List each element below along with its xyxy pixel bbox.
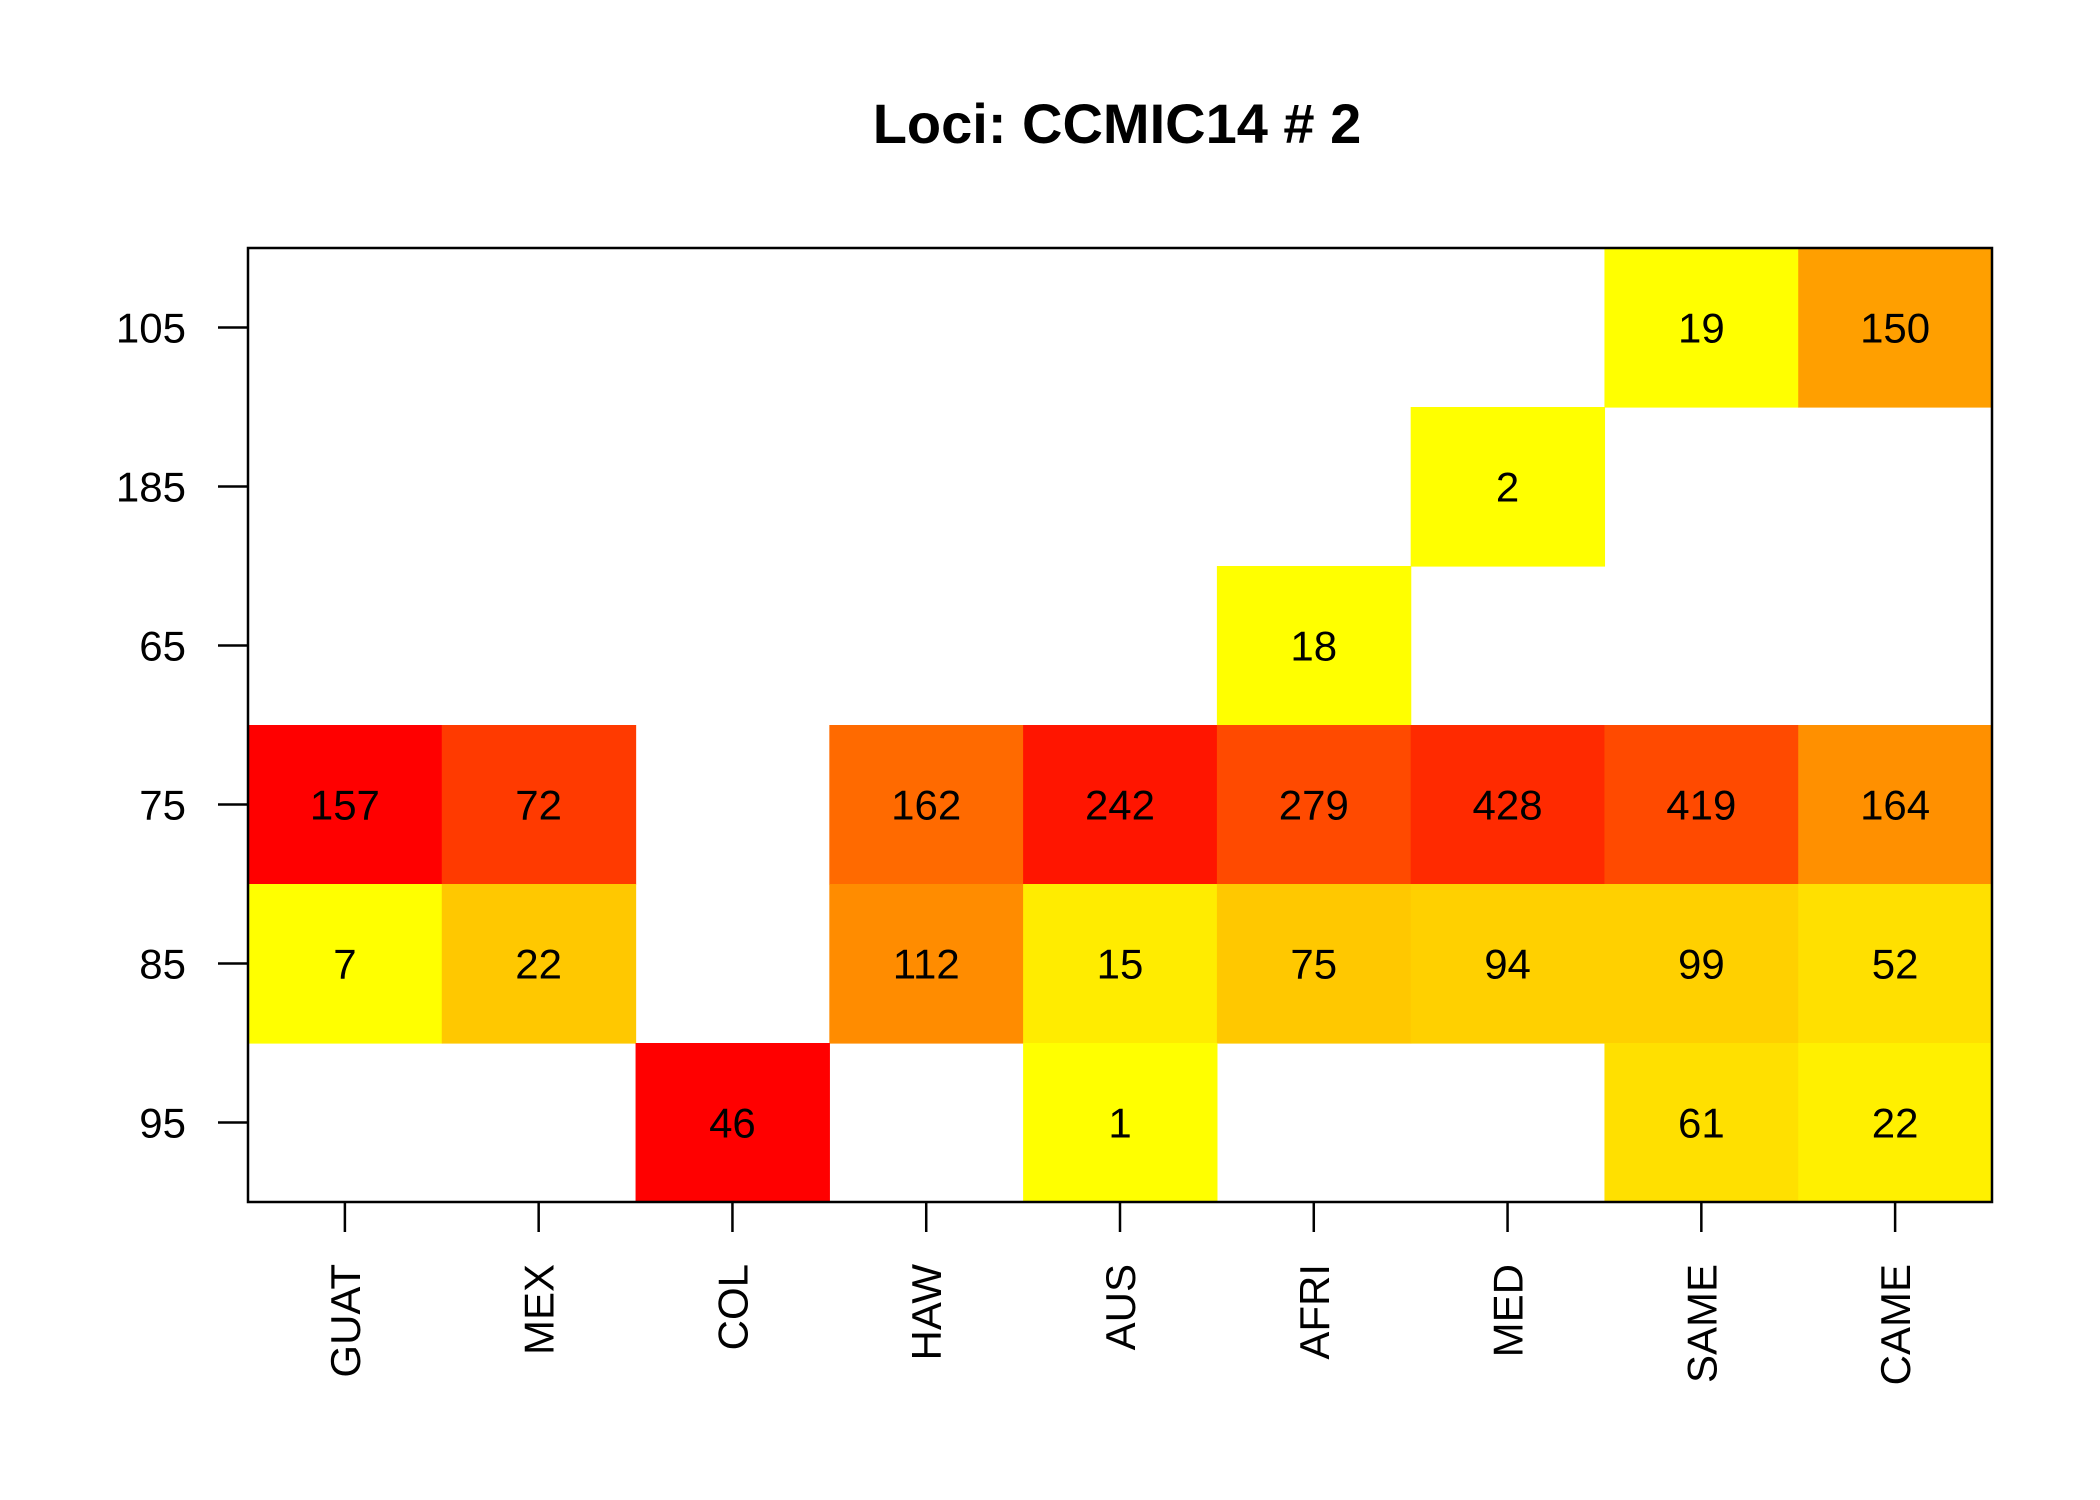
axes-layer: 105 185 65 75 85 95 GUAT MEX COL HAW AUS AFRI MED SAM… (116, 246, 1994, 1385)
x-tick-label: SAME (1678, 1264, 1725, 1383)
cells-layer (248, 248, 1993, 1203)
cell-value-label: 157 (310, 782, 380, 829)
cell-value-label: 112 (893, 941, 960, 988)
chart-title: Loci: CCMIC14 # 2 (873, 92, 1362, 155)
cell-value-label: 22 (1872, 1100, 1919, 1147)
heatmap-cell (829, 884, 1024, 1044)
cell-value-label: 1 (1108, 1100, 1131, 1147)
cell-value-label: 72 (515, 782, 562, 829)
x-tick-label: HAW (903, 1264, 950, 1361)
x-tick-label: AUS (1097, 1264, 1144, 1350)
heatmap-cell (1798, 884, 1993, 1044)
y-tick-label: 65 (139, 623, 186, 670)
heatmap-cell (1604, 725, 1799, 885)
heatmap-cell (1604, 248, 1799, 408)
heatmap-cell (248, 884, 443, 1044)
heatmap-cell (1410, 407, 1606, 567)
cell-value-label: 7 (333, 941, 356, 988)
heatmap-cell (829, 725, 1024, 885)
heatmap-cell (1216, 566, 1412, 726)
heatmap-cell (1798, 248, 1993, 408)
cell-value-label: 15 (1097, 941, 1144, 988)
y-tick-label: 95 (139, 1100, 186, 1147)
cell-labels-layer: 19 150 2 18 157 72 162 242 279 428 419 164 7 22 112 15 7… (310, 305, 1930, 1147)
heatmap-cell (1798, 725, 1993, 885)
cell-value-label: 19 (1678, 305, 1725, 352)
heatmap-cell (1604, 1043, 1799, 1203)
heatmap-cell (441, 884, 637, 1044)
heatmap-cell (1023, 884, 1218, 1044)
y-tick-label: 75 (139, 782, 186, 829)
cell-value-label: 22 (515, 941, 562, 988)
cell-value-label: 2 (1496, 464, 1519, 511)
cell-value-label: 164 (1860, 782, 1930, 829)
cell-value-label: 428 (1473, 782, 1543, 829)
cell-value-label: 242 (1085, 782, 1155, 829)
y-tick-label: 85 (139, 941, 186, 988)
x-tick-label: AFRI (1291, 1264, 1338, 1360)
heatmap-cell (441, 725, 637, 885)
cell-value-label: 46 (709, 1100, 756, 1147)
x-tick-label: MED (1485, 1264, 1532, 1357)
cell-value-label: 99 (1678, 941, 1725, 988)
y-tick-label: 185 (116, 464, 186, 511)
heatmap-cell (1798, 1043, 1993, 1203)
cell-value-label: 52 (1872, 941, 1919, 988)
heatmap-cell (1023, 1043, 1218, 1203)
heatmap-cell (248, 725, 443, 885)
x-tick-label: CAME (1872, 1264, 1919, 1385)
cell-value-label: 94 (1484, 941, 1531, 988)
x-tick-label: COL (709, 1264, 756, 1350)
cell-value-label: 75 (1290, 941, 1337, 988)
x-tick-label: MEX (516, 1264, 563, 1355)
x-tick-label: GUAT (322, 1264, 369, 1378)
cell-value-label: 162 (891, 782, 961, 829)
heatmap-cell (1410, 725, 1606, 885)
heatmap-cell (1216, 884, 1412, 1044)
cell-value-label: 61 (1678, 1100, 1725, 1147)
y-tick-label: 105 (116, 305, 186, 352)
cell-value-label: 419 (1666, 782, 1736, 829)
cell-value-label: 18 (1290, 623, 1337, 670)
heatmap-cell (1216, 725, 1412, 885)
heatmap-cell (1410, 884, 1606, 1044)
heatmap-cell (1023, 725, 1218, 885)
cell-value-label: 150 (1860, 305, 1930, 352)
heatmap-cell (635, 1043, 830, 1203)
heatmap-cell (1604, 884, 1799, 1044)
cell-value-label: 279 (1279, 782, 1349, 829)
